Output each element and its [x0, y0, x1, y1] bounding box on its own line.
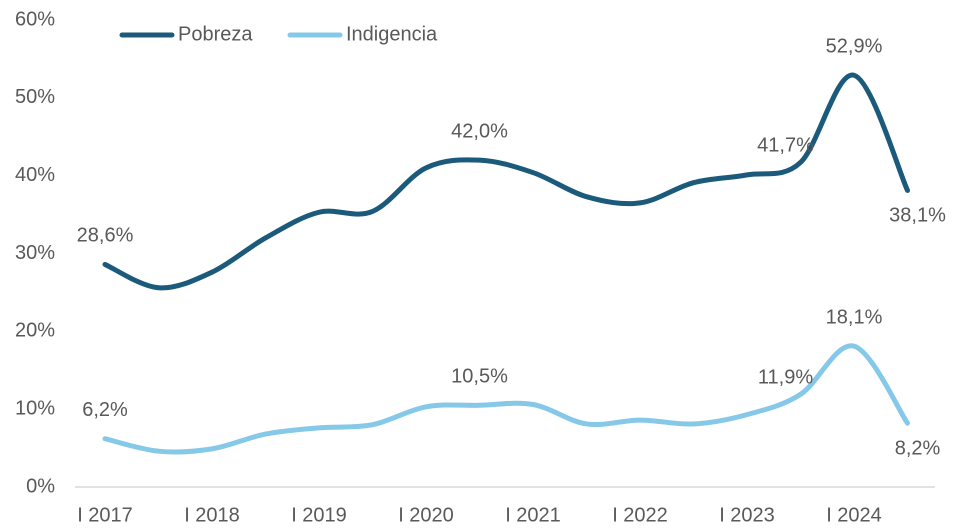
y-tick-label: 50%	[15, 86, 55, 108]
line-series	[102, 343, 910, 455]
y-tick-label: 30%	[15, 242, 55, 264]
x-tick-label: I 2017	[77, 504, 133, 526]
x-tick-label: I 2024	[826, 504, 882, 526]
data-label: 42,0%	[451, 120, 508, 142]
data-label: 18,1%	[826, 306, 883, 328]
data-label: 11,9%	[758, 367, 813, 389]
data-label: 10,5%	[451, 366, 508, 388]
legend-label: Pobreza	[178, 23, 253, 45]
y-tick-label: 20%	[15, 320, 55, 342]
x-tick-label: I 2020	[398, 504, 454, 526]
data-label: 41,7%	[757, 135, 814, 157]
x-tick-label: I 2019	[291, 504, 347, 526]
line-series	[102, 72, 910, 291]
y-tick-label: 40%	[15, 164, 55, 186]
data-label: 38,1%	[889, 205, 946, 227]
x-tick-label: I 2018	[184, 504, 240, 526]
legend-label: Indigencia	[346, 23, 438, 45]
y-tick-label: 0%	[26, 475, 55, 497]
y-tick-label: 60%	[15, 8, 55, 30]
data-label: 52,9%	[826, 36, 883, 58]
data-label: 8,2%	[895, 437, 941, 459]
data-label: 6,2%	[82, 399, 128, 421]
x-tick-label: I 2021	[505, 504, 561, 526]
x-tick-label: I 2023	[719, 504, 775, 526]
y-tick-label: 10%	[15, 397, 55, 419]
data-label: 28,6%	[77, 225, 134, 247]
x-tick-label: I 2022	[612, 504, 668, 526]
